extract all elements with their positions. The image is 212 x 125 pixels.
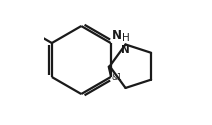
Polygon shape — [108, 66, 111, 77]
Text: H: H — [122, 33, 129, 43]
Text: N: N — [121, 45, 130, 55]
Text: N: N — [112, 29, 122, 42]
Text: &1: &1 — [112, 73, 122, 82]
